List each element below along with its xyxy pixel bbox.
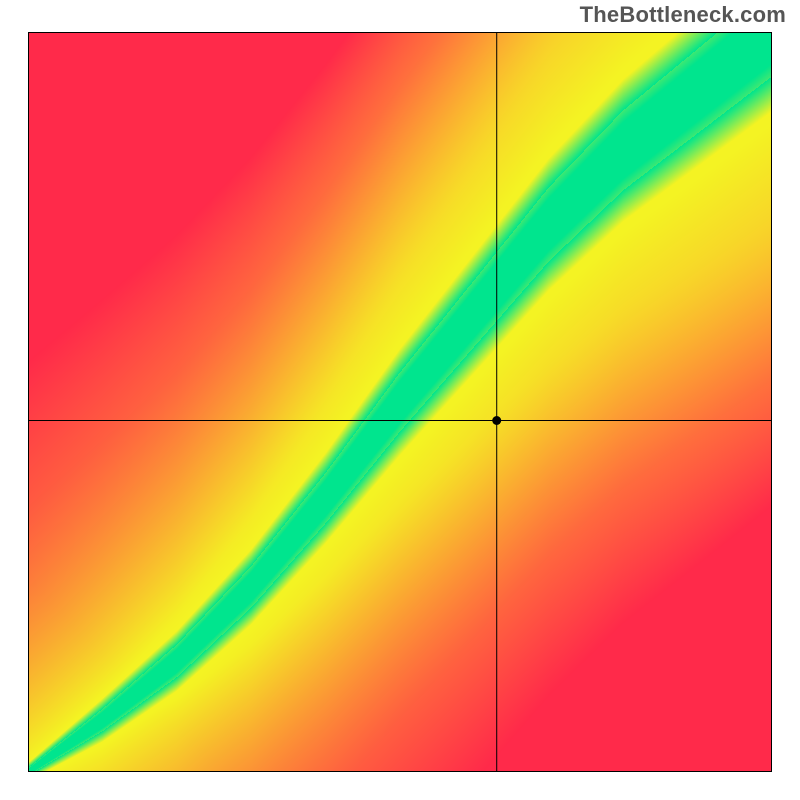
bottleneck-heatmap [28,32,772,772]
watermark-text: TheBottleneck.com [580,2,786,28]
chart-container: { "watermark": { "text": "TheBottleneck.… [0,0,800,800]
